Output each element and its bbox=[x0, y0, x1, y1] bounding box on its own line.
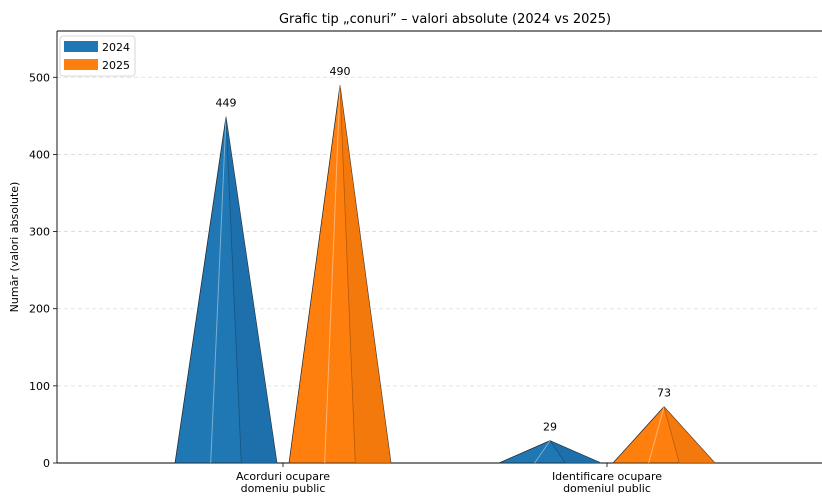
cone-edge bbox=[549, 440, 566, 464]
legend-label: 2024 bbox=[102, 41, 130, 54]
cone-shade bbox=[226, 116, 277, 463]
y-tick-label: 400 bbox=[29, 148, 50, 161]
value-label: 449 bbox=[216, 97, 237, 110]
x-tick-label: domeniul public bbox=[563, 482, 651, 493]
cone-edge bbox=[225, 116, 242, 464]
value-labels: 449 29 490 73 bbox=[216, 65, 672, 434]
value-label: 490 bbox=[330, 65, 351, 78]
cone-highlight bbox=[210, 116, 227, 464]
cone-edge bbox=[663, 406, 680, 464]
cone-highlight bbox=[534, 440, 551, 464]
cone-highlight bbox=[648, 406, 665, 464]
cone-2024-1 bbox=[498, 440, 602, 464]
legend-swatch bbox=[64, 59, 98, 70]
y-tick-label: 500 bbox=[29, 71, 50, 84]
cone-shade bbox=[340, 85, 391, 463]
cone-highlight bbox=[324, 84, 341, 464]
y-tick-label: 0 bbox=[43, 457, 50, 470]
cone-edge bbox=[339, 84, 356, 464]
value-label: 73 bbox=[657, 387, 671, 400]
gridlines bbox=[57, 76, 820, 387]
y-axis-label: Număr (valori absolute) bbox=[8, 182, 21, 313]
x-tick-label: Identificare ocupare bbox=[552, 470, 662, 483]
legend-swatch bbox=[64, 41, 98, 52]
y-tick-label: 200 bbox=[29, 303, 50, 316]
cone-2024-0 bbox=[174, 116, 278, 464]
cone-shade bbox=[550, 440, 601, 463]
x-tick-label: Acorduri ocupare bbox=[236, 470, 330, 483]
x-tick-label: domeniu public bbox=[241, 482, 326, 493]
cone-marks bbox=[174, 84, 716, 464]
y-tick-label: 300 bbox=[29, 226, 50, 239]
legend-label: 2025 bbox=[102, 59, 130, 72]
cone-shade bbox=[664, 406, 715, 463]
cone-2025-0 bbox=[288, 84, 392, 464]
cone-2025-1 bbox=[612, 406, 716, 464]
chart-title: Grafic tip „conuri” – valori absolute (2… bbox=[279, 12, 611, 27]
legend: 2024 2025 bbox=[59, 35, 136, 77]
y-tick-label: 100 bbox=[29, 380, 50, 393]
axes: 0 100 200 300 400 500 Acorduri ocuparedomeniu … bbox=[29, 30, 822, 495]
value-label: 29 bbox=[543, 421, 557, 434]
